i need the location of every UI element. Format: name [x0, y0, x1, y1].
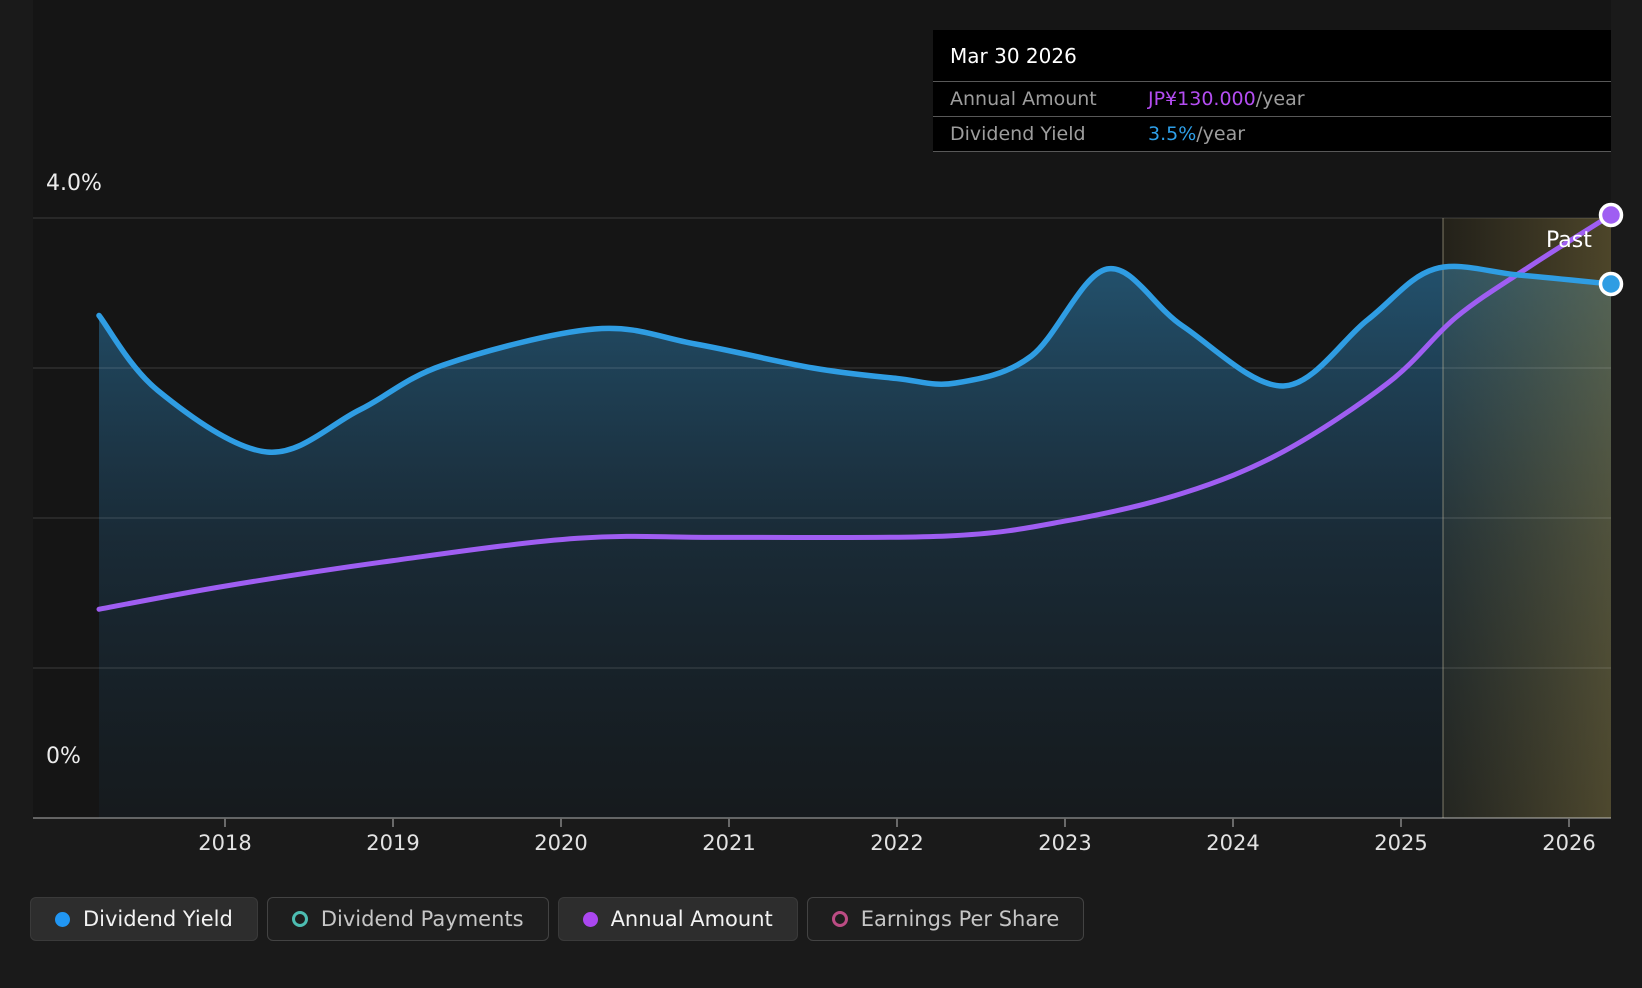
tooltip-date: Mar 30 2026	[933, 30, 1611, 82]
x-axis-label: 2019	[366, 831, 420, 855]
dividend-payments-ring-icon	[291, 911, 308, 927]
tooltip-value: JP¥130.000/year	[1148, 88, 1305, 110]
x-axis-label: 2018	[198, 831, 252, 855]
legend-button-earnings-per-share[interactable]: Earnings Per Share	[806, 897, 1085, 941]
annual-amount-dot-icon	[582, 911, 598, 927]
legend-button-dividend-yield[interactable]: Dividend Yield	[30, 897, 258, 941]
legend-button-dividend-payments[interactable]: Dividend Payments	[266, 897, 549, 941]
forecast-region	[1443, 218, 1611, 818]
legend-button-annual-amount[interactable]: Annual Amount	[557, 897, 798, 941]
x-axis-label: 2026	[1542, 831, 1596, 855]
chart-tooltip: Mar 30 2026 Annual Amount JP¥130.000/yea…	[933, 30, 1611, 152]
y-axis-label-zero: 0%	[46, 744, 81, 769]
dividend-yield-line	[96, 263, 1614, 455]
x-axis-label: 2020	[534, 831, 588, 855]
dividend-yield-dot-icon	[55, 911, 70, 927]
x-axis-label: 2024	[1206, 831, 1260, 855]
legend-label: Earnings Per Share	[860, 907, 1060, 931]
x-axis-label: 2022	[870, 831, 924, 855]
tooltip-value: 3.5%/year	[1148, 123, 1246, 145]
y-axis-label-max: 4.0%	[46, 171, 102, 196]
annual-amount-endpoint[interactable]	[1598, 202, 1624, 228]
earnings-per-share-ring-icon	[831, 911, 848, 927]
tooltip-row-annual-amount: Annual Amount JP¥130.000/year	[933, 82, 1611, 117]
dividend-yield-endpoint[interactable]	[1598, 271, 1624, 297]
x-axis-label: 2021	[702, 831, 756, 855]
tooltip-label: Annual Amount	[950, 88, 1097, 110]
x-axis-ticks	[224, 818, 1570, 827]
legend-label: Annual Amount	[610, 907, 773, 931]
legend: Dividend Yield Dividend Payments Annual …	[30, 897, 1085, 941]
past-region-label: Past	[1546, 228, 1592, 253]
annual-amount-line	[96, 212, 1614, 612]
dividend-yield-area	[99, 266, 1611, 818]
tooltip-label: Dividend Yield	[950, 123, 1086, 145]
legend-label: Dividend Yield	[83, 907, 233, 931]
x-axis-label: 2023	[1038, 831, 1092, 855]
x-axis-label: 2025	[1374, 831, 1428, 855]
legend-label: Dividend Payments	[320, 907, 524, 931]
tooltip-row-dividend-yield: Dividend Yield 3.5%/year	[933, 117, 1611, 152]
